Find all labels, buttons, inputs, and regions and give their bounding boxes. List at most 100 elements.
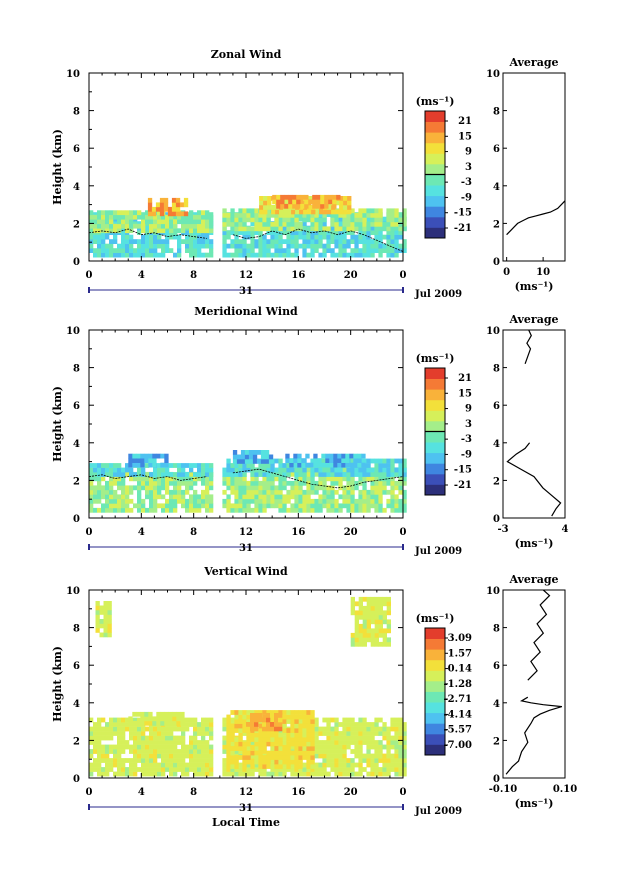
heatmap-cell <box>201 494 206 500</box>
heatmap-cell <box>169 219 174 225</box>
heatmap-cell <box>322 726 327 732</box>
heatmap-cell <box>113 749 118 754</box>
heatmap-cell <box>153 223 158 229</box>
heatmap-cell <box>185 726 190 732</box>
heatmap-cell <box>97 252 102 258</box>
heatmap-cell <box>298 737 303 742</box>
heatmap-cell <box>350 762 355 768</box>
heatmap-cell <box>382 226 387 232</box>
heatmap-cell <box>290 467 295 473</box>
heatmap-cell <box>326 758 331 763</box>
heatmap-cell <box>137 210 142 216</box>
heatmap-cell <box>309 462 314 468</box>
heatmap-cell <box>226 252 231 258</box>
heatmap-cell <box>362 628 367 634</box>
heatmap-cell <box>320 194 325 200</box>
heatmap-cell <box>151 211 157 217</box>
heatmap-cell <box>378 234 383 240</box>
heatmap-cell <box>105 758 110 763</box>
heatmap-cell <box>271 209 276 215</box>
heatmap-cell <box>282 472 287 477</box>
heatmap-cell <box>258 759 263 765</box>
heatmap-cell <box>282 248 287 253</box>
heatmap-cell <box>193 494 198 500</box>
heatmap-cell <box>282 467 287 473</box>
heatmap-cell <box>398 498 403 504</box>
heatmap-cell <box>197 726 202 732</box>
heatmap-cell <box>306 759 311 765</box>
heatmap-cell <box>306 239 311 244</box>
heatmap-cell <box>350 503 355 509</box>
heatmap-cell <box>136 462 141 468</box>
heatmap-cell <box>177 219 182 225</box>
heatmap-cell <box>286 750 291 756</box>
heatmap-cell <box>374 480 379 486</box>
heatmap-cell <box>314 467 319 473</box>
heatmap-cell <box>339 200 344 206</box>
heatmap-cell <box>242 208 247 214</box>
heatmap-cell <box>358 641 363 647</box>
heatmap-cell <box>113 467 118 473</box>
heatmap-cell <box>394 234 399 240</box>
heatmap-cell <box>370 212 375 218</box>
heatmap-cell <box>302 234 307 240</box>
heatmap-cell <box>354 610 359 616</box>
heatmap-cell <box>378 226 383 232</box>
heatmap-cell <box>370 771 375 777</box>
heatmap-cell <box>390 744 395 750</box>
heatmap-cell <box>342 226 347 232</box>
heatmap-cell <box>234 230 239 235</box>
heatmap-cell <box>298 717 303 723</box>
heatmap-cell <box>109 489 114 495</box>
heatmap-cell <box>366 740 371 745</box>
heatmap-cell <box>141 212 146 217</box>
heatmap-cell <box>153 214 158 220</box>
heatmap-cell <box>378 749 383 754</box>
heatmap-cell <box>370 498 375 504</box>
heatmap-cell <box>323 209 328 215</box>
heatmap-cell <box>121 758 126 763</box>
heatmap-cell <box>278 243 283 249</box>
heatmap-cell <box>185 223 190 229</box>
heatmap-cell <box>402 740 407 745</box>
heatmap-cell <box>205 252 210 258</box>
heatmap-cell <box>298 710 303 715</box>
heatmap-cell <box>250 485 255 491</box>
heatmap-cell <box>222 248 227 253</box>
heatmap-cell <box>222 212 227 218</box>
heatmap-cell <box>93 214 98 220</box>
heatmap-cell <box>294 248 299 253</box>
heatmap-cell <box>390 467 395 473</box>
colorbar-tick-label: 9 <box>465 147 472 158</box>
heatmap-cell <box>354 480 359 486</box>
heatmap-cell <box>293 453 298 459</box>
heatmap-cell <box>103 614 108 620</box>
heatmap-cell <box>390 230 395 235</box>
heatmap-cell <box>149 771 154 777</box>
colorbar-segment <box>425 702 445 714</box>
heatmap-cell <box>262 221 267 227</box>
heatmap-cell <box>258 737 263 742</box>
heatmap-cell <box>193 239 198 244</box>
heatmap-cell <box>101 731 106 736</box>
heatmap-cell <box>294 732 299 738</box>
average-frame <box>502 589 566 779</box>
heatmap-cell <box>145 762 150 768</box>
heatmap-cell <box>128 716 133 722</box>
heatmap-cell <box>133 758 138 763</box>
heatmap-cell <box>314 717 319 723</box>
heatmap-cell <box>165 485 170 491</box>
heatmap-cell <box>205 722 210 727</box>
heatmap-cell <box>318 726 323 732</box>
heatmap-cell <box>330 717 335 723</box>
heatmap-cell <box>345 458 350 463</box>
heatmap-cell <box>310 467 315 473</box>
heatmap-cell <box>386 472 391 477</box>
heatmap-cell <box>318 498 323 504</box>
heatmap-cell <box>346 767 351 772</box>
heatmap-cell <box>314 749 319 754</box>
heatmap-cell <box>382 243 387 249</box>
heatmap-cell <box>164 716 169 722</box>
heatmap-cell <box>322 476 327 482</box>
